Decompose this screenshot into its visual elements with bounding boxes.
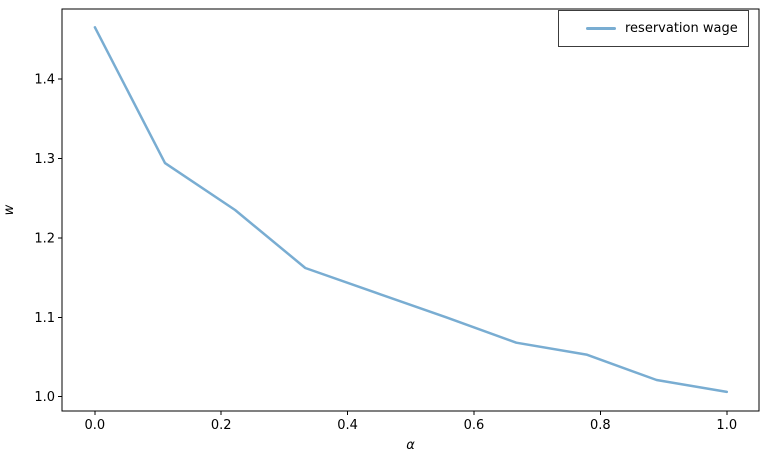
x-tick-label: 0.4 (337, 418, 358, 433)
y-tick-label: 1.1 (34, 311, 55, 326)
axes-frame (61, 8, 760, 412)
y-tick-label: 1.2 (34, 231, 55, 246)
y-axis-label: w (2, 204, 17, 215)
x-tick-label: 0.6 (464, 418, 485, 433)
x-tick-label: 0.0 (85, 418, 106, 433)
x-axis-label: α (406, 438, 415, 453)
y-tick-label: 1.3 (34, 152, 55, 167)
legend-line-sample (586, 27, 616, 30)
y-tick-label: 1.0 (34, 390, 55, 405)
legend-label: reservation wage (625, 21, 738, 36)
y-tick-label: 1.4 (34, 72, 55, 87)
legend: reservation wage (558, 10, 749, 47)
x-tick-label: 1.0 (716, 418, 737, 433)
x-tick-label: 0.8 (590, 418, 611, 433)
series-line-reservation-wage (93, 26, 729, 394)
x-tick-label: 0.2 (211, 418, 232, 433)
